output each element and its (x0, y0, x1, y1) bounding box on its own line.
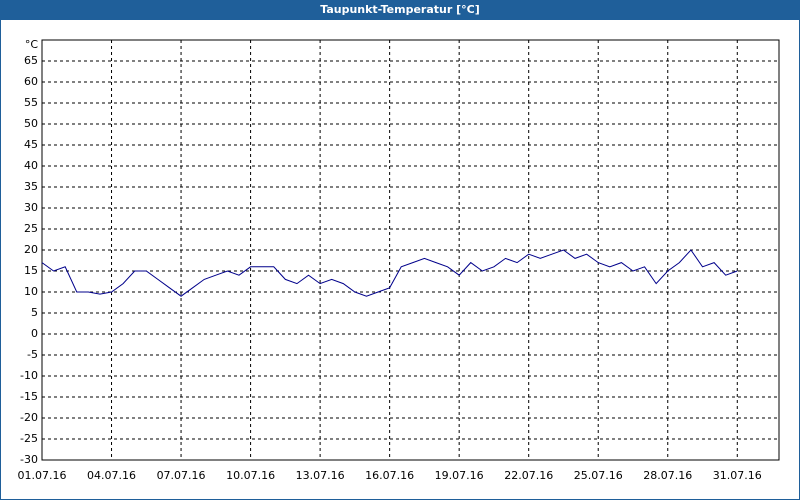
y-tick-label: -20 (20, 411, 38, 424)
x-tick-label: 16.07.16 (365, 469, 414, 482)
y-tick-label: 25 (24, 222, 38, 235)
x-tick-label: 28.07.16 (643, 469, 692, 482)
y-tick-label: 40 (24, 159, 38, 172)
x-tick-label: 10.07.16 (226, 469, 275, 482)
y-tick-label: -25 (20, 432, 38, 445)
x-tick-label: 13.07.16 (296, 469, 345, 482)
x-tick-label: 04.07.16 (87, 469, 136, 482)
y-tick-label: 50 (24, 117, 38, 130)
y-tick-label: 30 (24, 201, 38, 214)
x-tick-label: 31.07.16 (713, 469, 762, 482)
y-tick-label: 65 (24, 54, 38, 67)
y-tick-label: 5 (31, 306, 38, 319)
x-tick-label: 22.07.16 (504, 469, 553, 482)
y-tick-label: 10 (24, 285, 38, 298)
y-tick-label: -10 (20, 369, 38, 382)
title-bar (0, 0, 800, 20)
y-tick-label: 15 (24, 264, 38, 277)
y-tick-label: 60 (24, 75, 38, 88)
data-line (41, 249, 738, 297)
y-tick-label: 0 (31, 327, 38, 340)
y-tick-label: 35 (24, 180, 38, 193)
y-unit-label: °C (25, 38, 39, 51)
y-tick-label: -30 (20, 453, 38, 466)
y-tick-label: -5 (27, 348, 38, 361)
y-tick-label: 55 (24, 96, 38, 109)
x-tick-label: 01.07.16 (18, 469, 67, 482)
x-tick-label: 07.07.16 (157, 469, 206, 482)
y-tick-label: -15 (20, 390, 38, 403)
x-tick-label: 25.07.16 (574, 469, 623, 482)
y-tick-label: 45 (24, 138, 38, 151)
x-tick-label: 19.07.16 (435, 469, 484, 482)
chart-title: Taupunkt-Temperatur [°C] (320, 3, 480, 16)
y-tick-label: 20 (24, 243, 38, 256)
